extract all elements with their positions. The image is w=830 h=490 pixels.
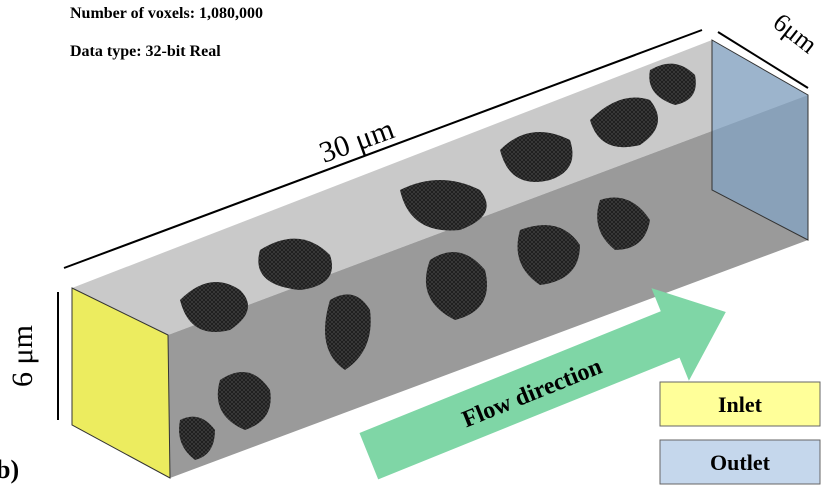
voxel-count: Number of voxels: 1,080,000: [70, 5, 263, 22]
inlet-legend-label: Inlet: [718, 392, 763, 417]
outlet-legend-label: Outlet: [710, 450, 771, 475]
figure: Number of voxels: 1,080,000 Data type: 3…: [0, 0, 830, 490]
length-label: 30 μm: [315, 112, 399, 169]
data-type: Data type: 32-bit Real: [70, 43, 221, 60]
panel-label: b): [0, 455, 19, 484]
height-label: 6 μm: [6, 325, 39, 387]
width-label: 6μm: [768, 7, 823, 59]
